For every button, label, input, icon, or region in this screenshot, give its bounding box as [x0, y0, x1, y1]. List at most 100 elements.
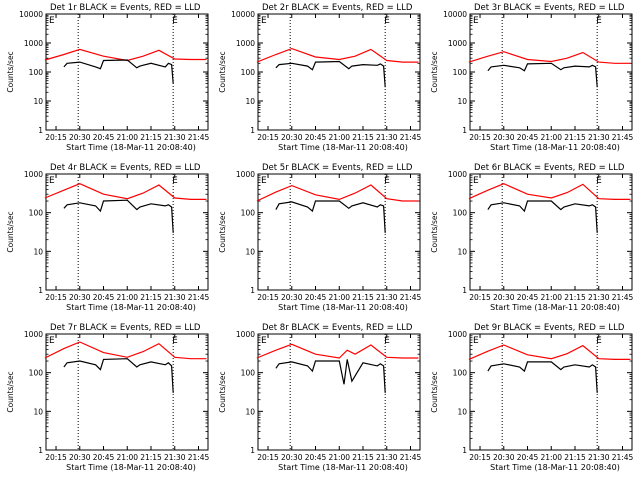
x-tick-label: 20:45 — [517, 133, 539, 142]
x-tick-label: 20:15 — [257, 293, 279, 302]
x-tick-label: 21:15 — [140, 293, 162, 302]
plot-frame — [45, 13, 209, 131]
x-tick-label: 21:45 — [612, 133, 634, 142]
x-tick-label: 21:00 — [328, 133, 350, 142]
x-tick-label: 21:00 — [116, 293, 138, 302]
x-tick-label: 20:45 — [517, 453, 539, 462]
x-tick-label: 20:30 — [281, 453, 303, 462]
chart-panel-9: Det 9r BLACK = Events, RED = LLD 1 10 100 10… — [430, 323, 634, 472]
chart-title: Det 5r BLACK = Events, RED = LLD — [262, 163, 413, 173]
x-tick-label: 20:30 — [281, 133, 303, 142]
x-tick-label: 21:30 — [376, 453, 398, 462]
x-tick-label: 20:30 — [493, 133, 515, 142]
x-tick-label: 20:15 — [257, 133, 279, 142]
event-marker-label: E — [596, 16, 602, 26]
y-tick-label: 10 — [245, 407, 255, 416]
event-marker-label: E — [172, 176, 178, 186]
x-tick-label: 21:15 — [564, 453, 586, 462]
series-line-black — [487, 62, 598, 88]
y-tick-label: 1 — [462, 286, 467, 295]
y-tick-label: 1000 — [448, 170, 467, 179]
y-tick-label: 1000 — [24, 39, 43, 48]
x-tick-label: 21:00 — [540, 293, 562, 302]
x-tick-label: 20:15 — [45, 133, 67, 142]
event-marker-label: E — [384, 16, 390, 26]
x-axis-label: Start Time (18-Mar-11 20:08:40) — [278, 303, 408, 312]
plot-frame — [469, 173, 633, 291]
plot-frame — [257, 173, 421, 291]
y-axis-label: Counts/sec — [430, 371, 439, 412]
y-tick-label: 1000 — [24, 330, 43, 339]
x-tick-label: 21:30 — [376, 293, 398, 302]
x-tick-label: 20:30 — [493, 293, 515, 302]
x-tick-label: 20:30 — [281, 293, 303, 302]
series-line-black — [275, 200, 386, 233]
event-marker-label: E — [261, 336, 267, 346]
event-marker-label: E — [172, 336, 178, 346]
event-marker-label: E — [473, 336, 479, 346]
event-marker-label: E — [473, 176, 479, 186]
x-tick-label: 21:45 — [612, 453, 634, 462]
x-axis-label: Start Time (18-Mar-11 20:08:40) — [490, 463, 620, 472]
x-tick-label: 20:45 — [305, 133, 327, 142]
x-tick-label: 21:30 — [588, 453, 610, 462]
x-tick-label: 21:15 — [352, 133, 374, 142]
y-tick-label: 10000 — [19, 10, 43, 19]
series-line-black — [275, 359, 386, 393]
event-marker-label: E — [261, 16, 267, 26]
x-tick-label: 21:30 — [164, 293, 186, 302]
y-tick-label: 1000 — [448, 330, 467, 339]
x-tick-label: 21:30 — [376, 133, 398, 142]
event-marker-label: E — [49, 336, 55, 346]
y-tick-label: 10 — [457, 407, 467, 416]
x-axis-label: Start Time (18-Mar-11 20:08:40) — [66, 463, 196, 472]
x-tick-label: 20:45 — [517, 293, 539, 302]
series-line-black — [487, 361, 598, 393]
chart-title: Det 1r BLACK = Events, RED = LLD — [50, 3, 201, 13]
series-line-red — [44, 183, 207, 200]
event-marker-label: E — [172, 16, 178, 26]
x-tick-label: 20:15 — [45, 293, 67, 302]
event-marker-label: E — [49, 16, 55, 26]
series-line-black — [63, 358, 174, 393]
y-axis-label: Counts/sec — [6, 211, 15, 252]
y-axis-label: Counts/sec — [6, 371, 15, 412]
x-tick-label: 21:15 — [140, 133, 162, 142]
series-line-red — [44, 341, 207, 360]
x-tick-label: 21:45 — [400, 293, 422, 302]
x-tick-label: 21:45 — [400, 453, 422, 462]
x-tick-label: 21:30 — [588, 133, 610, 142]
y-tick-label: 100 — [29, 209, 44, 218]
plot-frame — [257, 13, 421, 131]
x-tick-label: 21:45 — [188, 453, 210, 462]
x-axis-label: Start Time (18-Mar-11 20:08:40) — [490, 303, 620, 312]
event-marker-label: E — [261, 176, 267, 186]
y-tick-label: 10000 — [443, 10, 467, 19]
plot-frame — [257, 333, 421, 451]
y-tick-label: 1000 — [448, 39, 467, 48]
y-tick-label: 1000 — [236, 39, 255, 48]
x-tick-label: 21:30 — [164, 133, 186, 142]
y-tick-label: 10 — [33, 407, 43, 416]
y-tick-label: 10 — [457, 247, 467, 256]
x-tick-label: 20:45 — [93, 133, 115, 142]
y-tick-label: 1000 — [24, 170, 43, 179]
event-marker-label: E — [473, 16, 479, 26]
y-tick-label: 10 — [245, 247, 255, 256]
x-tick-label: 20:45 — [305, 453, 327, 462]
series-line-black — [63, 199, 174, 233]
chart-title: Det 4r BLACK = Events, RED = LLD — [50, 163, 201, 173]
y-axis-label: Counts/sec — [218, 211, 227, 252]
y-tick-label: 100 — [29, 369, 44, 378]
chart-title: Det 2r BLACK = Events, RED = LLD — [262, 3, 413, 13]
event-marker-label: E — [49, 176, 55, 186]
y-tick-label: 100 — [241, 209, 256, 218]
y-tick-label: 1000 — [236, 170, 255, 179]
series-line-black — [275, 60, 386, 88]
series-line-black — [63, 59, 174, 84]
series-line-black — [487, 200, 598, 233]
y-axis-label: Counts/sec — [430, 51, 439, 92]
y-tick-label: 100 — [29, 68, 44, 77]
y-tick-label: 1 — [38, 126, 43, 135]
